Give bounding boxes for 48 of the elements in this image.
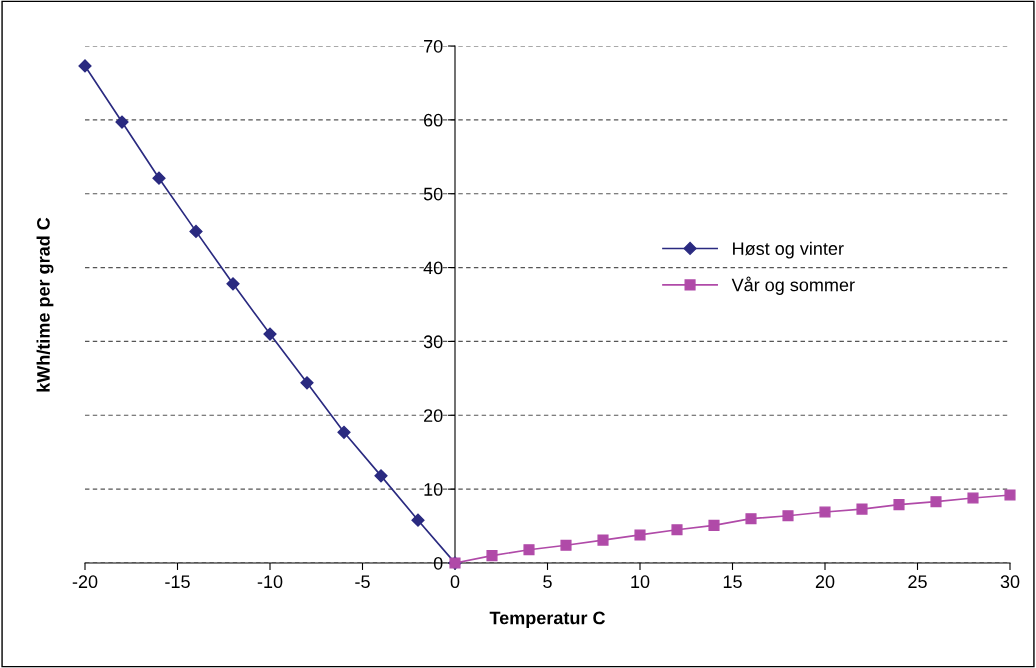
y-tick-label: 70 bbox=[424, 39, 443, 53]
y-tick-label: 10 bbox=[424, 483, 443, 496]
point bbox=[486, 550, 498, 562]
point bbox=[115, 115, 129, 129]
y-tick-label: 60 bbox=[424, 113, 443, 127]
legend-label: Vår og sommer bbox=[731, 276, 855, 295]
y-tick-label: 40 bbox=[423, 261, 443, 275]
legend-label: Høst og vinter bbox=[733, 241, 844, 259]
point bbox=[856, 503, 868, 515]
point bbox=[374, 469, 388, 483]
x-tick-label: -15 bbox=[165, 575, 190, 589]
x-tick-label: 0 bbox=[450, 575, 460, 589]
x-tick-label: -5 bbox=[355, 575, 370, 589]
point bbox=[78, 59, 92, 73]
point bbox=[560, 539, 572, 551]
point bbox=[893, 499, 905, 511]
point bbox=[930, 496, 942, 508]
point bbox=[263, 327, 277, 341]
x-tick-label: 20 bbox=[815, 575, 835, 589]
point bbox=[819, 506, 831, 518]
x-tick-label: 5 bbox=[543, 575, 552, 589]
point bbox=[411, 513, 425, 527]
x-axis-title: Temperatur C bbox=[489, 611, 606, 628]
point bbox=[708, 519, 720, 531]
y-tick-label: 50 bbox=[423, 187, 443, 201]
point bbox=[967, 492, 979, 504]
x-tick-label: 30 bbox=[1000, 575, 1020, 589]
y-tick-label: 30 bbox=[423, 335, 443, 349]
x-tick-label: 15 bbox=[723, 575, 742, 589]
point bbox=[671, 524, 683, 536]
point bbox=[189, 224, 203, 238]
point bbox=[634, 529, 646, 541]
point bbox=[152, 171, 166, 185]
point bbox=[337, 425, 351, 439]
x-tick-label: 25 bbox=[908, 575, 927, 589]
point bbox=[597, 534, 609, 546]
point bbox=[226, 277, 240, 291]
y-tick-label: 0 bbox=[433, 556, 443, 570]
y-tick-label: 20 bbox=[424, 409, 443, 423]
point bbox=[300, 376, 314, 390]
point bbox=[745, 513, 757, 525]
x-tick-label: 10 bbox=[631, 575, 650, 589]
point bbox=[523, 544, 535, 556]
x-tick-label: -20 bbox=[72, 575, 98, 589]
x-tick-label: -10 bbox=[257, 575, 283, 589]
point bbox=[782, 510, 794, 522]
point bbox=[1004, 489, 1016, 501]
y-axis-title: kWh/time per grad C bbox=[36, 217, 54, 392]
